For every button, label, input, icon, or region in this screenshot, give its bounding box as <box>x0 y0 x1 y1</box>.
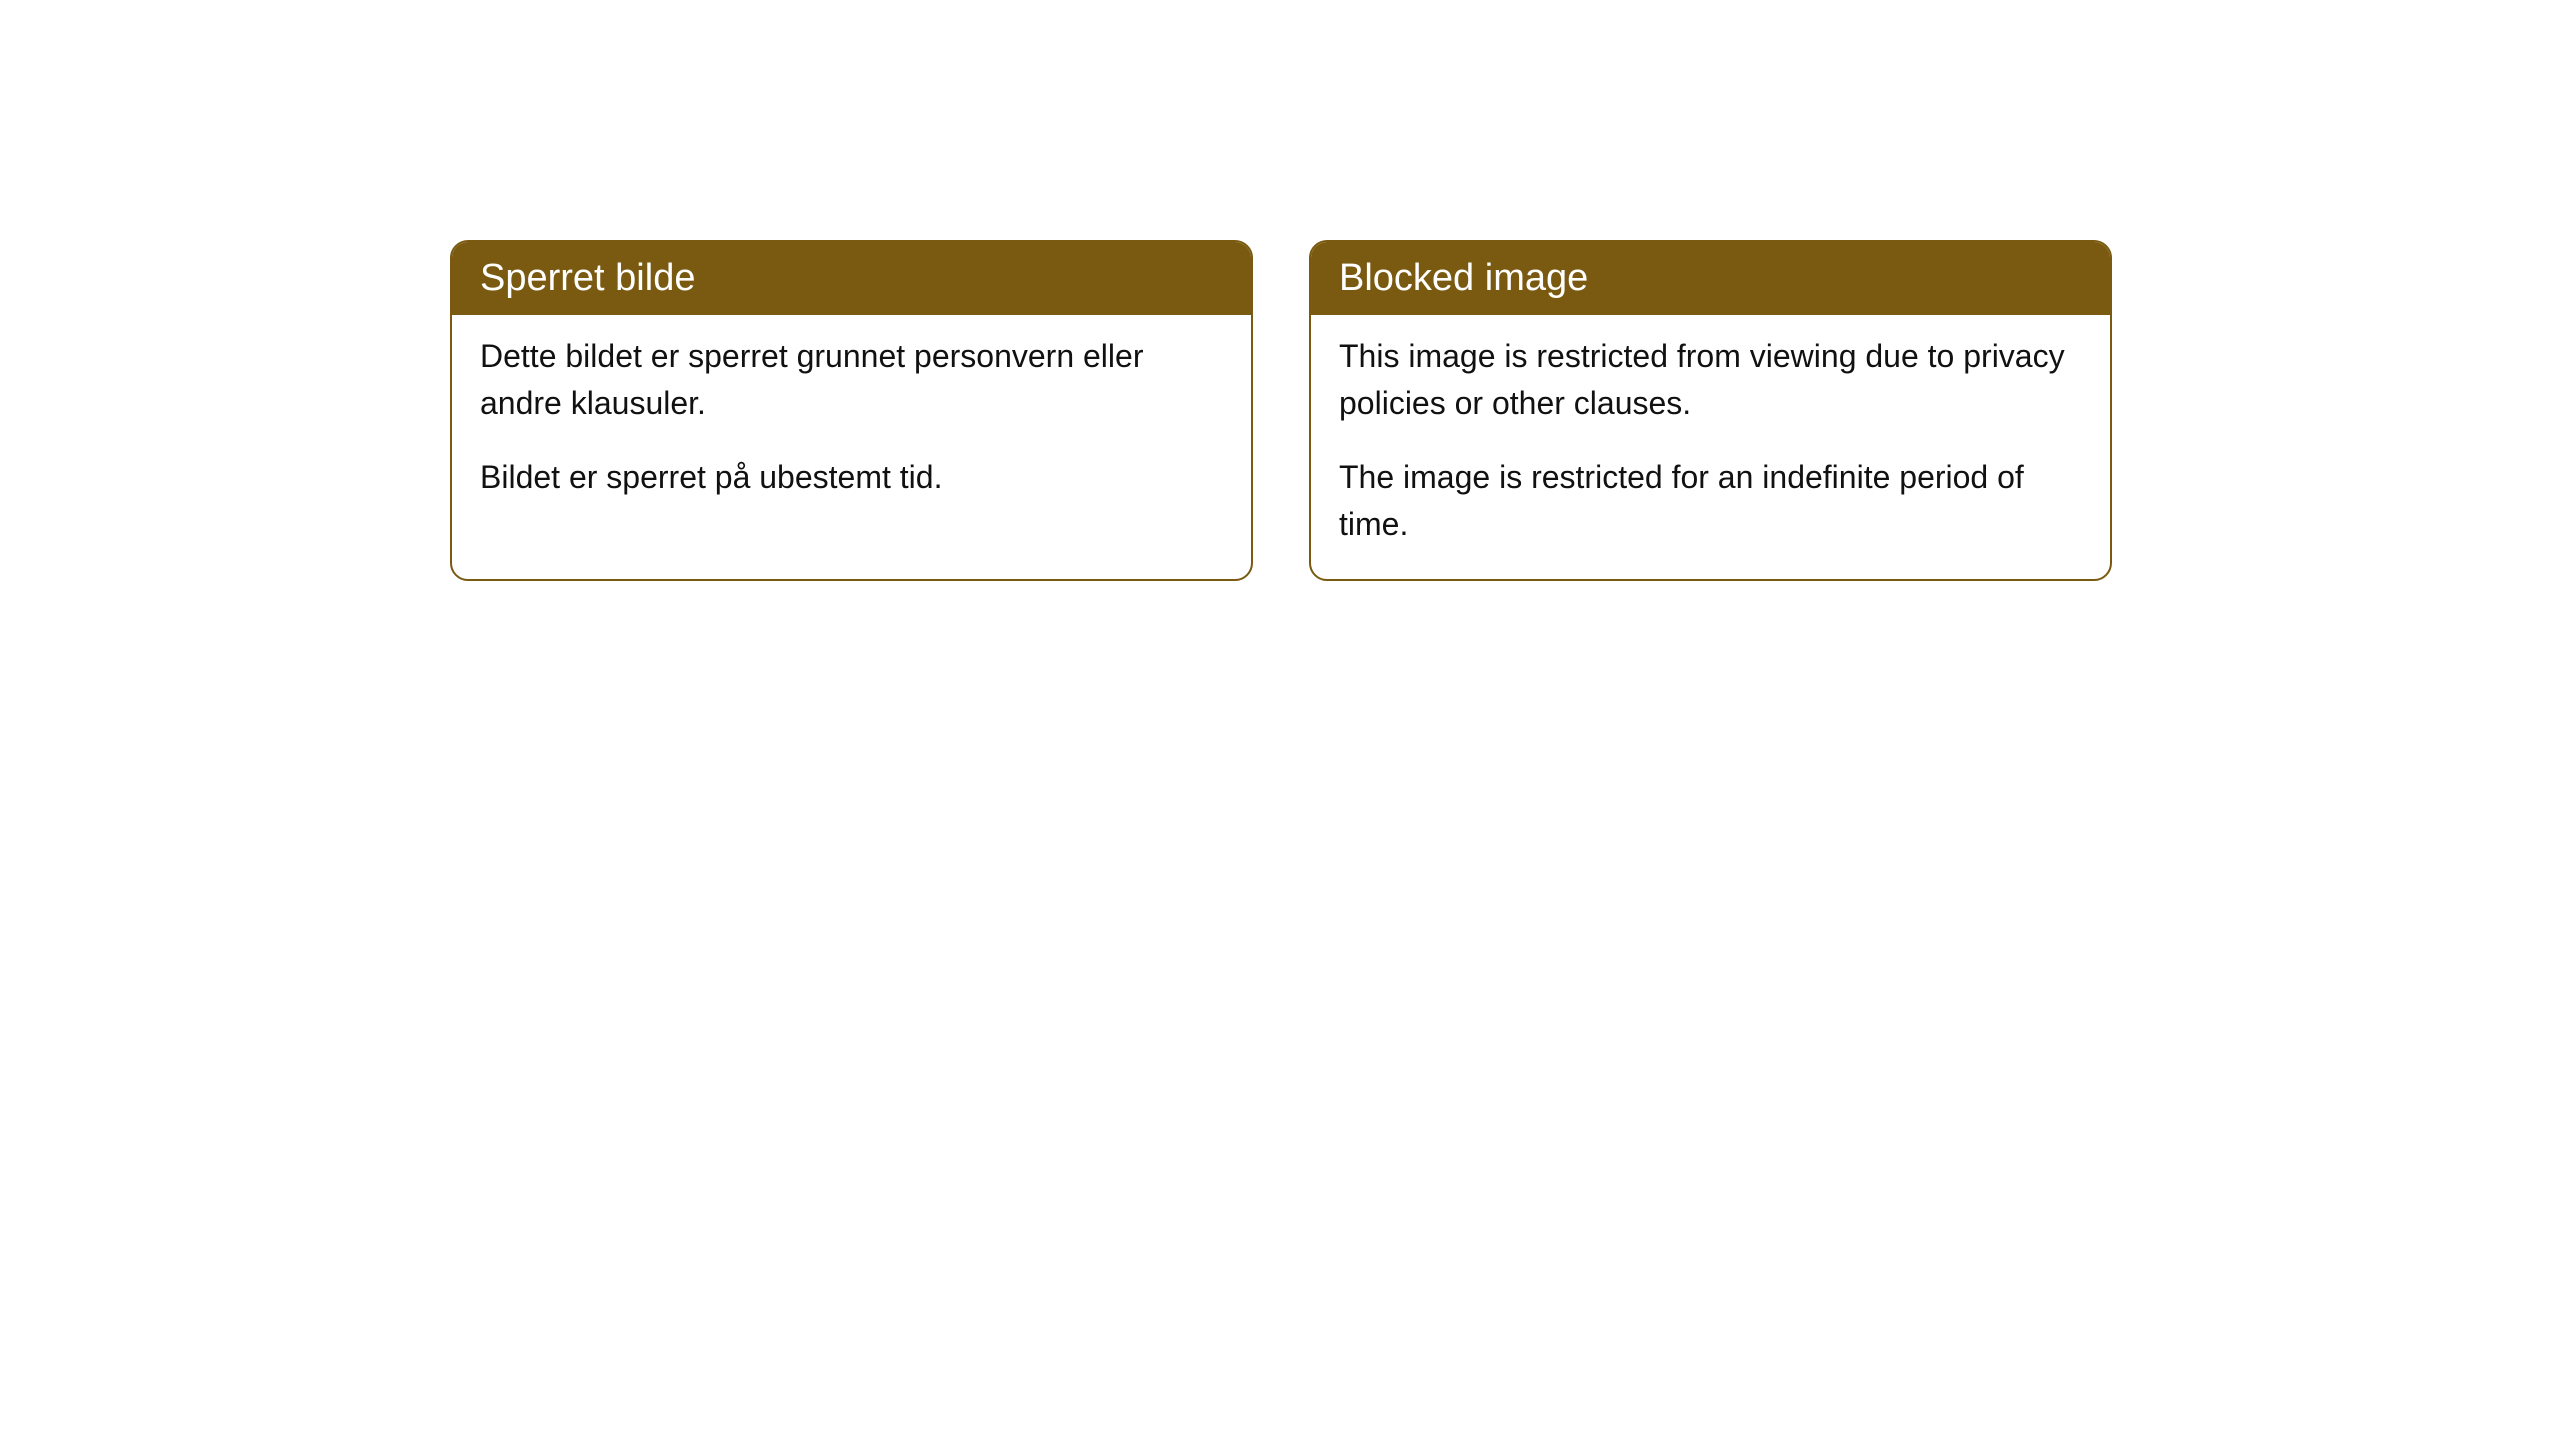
notice-card-english: Blocked image This image is restricted f… <box>1309 240 2112 581</box>
notice-paragraph: The image is restricted for an indefinit… <box>1339 454 2082 547</box>
notice-paragraph: Bildet er sperret på ubestemt tid. <box>480 454 1223 500</box>
notice-header: Blocked image <box>1311 242 2110 315</box>
notice-card-norwegian: Sperret bilde Dette bildet er sperret gr… <box>450 240 1253 581</box>
notice-body: Dette bildet er sperret grunnet personve… <box>452 315 1251 532</box>
notice-body: This image is restricted from viewing du… <box>1311 315 2110 579</box>
notice-paragraph: This image is restricted from viewing du… <box>1339 333 2082 426</box>
notice-paragraph: Dette bildet er sperret grunnet personve… <box>480 333 1223 426</box>
notice-header: Sperret bilde <box>452 242 1251 315</box>
notice-container: Sperret bilde Dette bildet er sperret gr… <box>0 0 2560 581</box>
